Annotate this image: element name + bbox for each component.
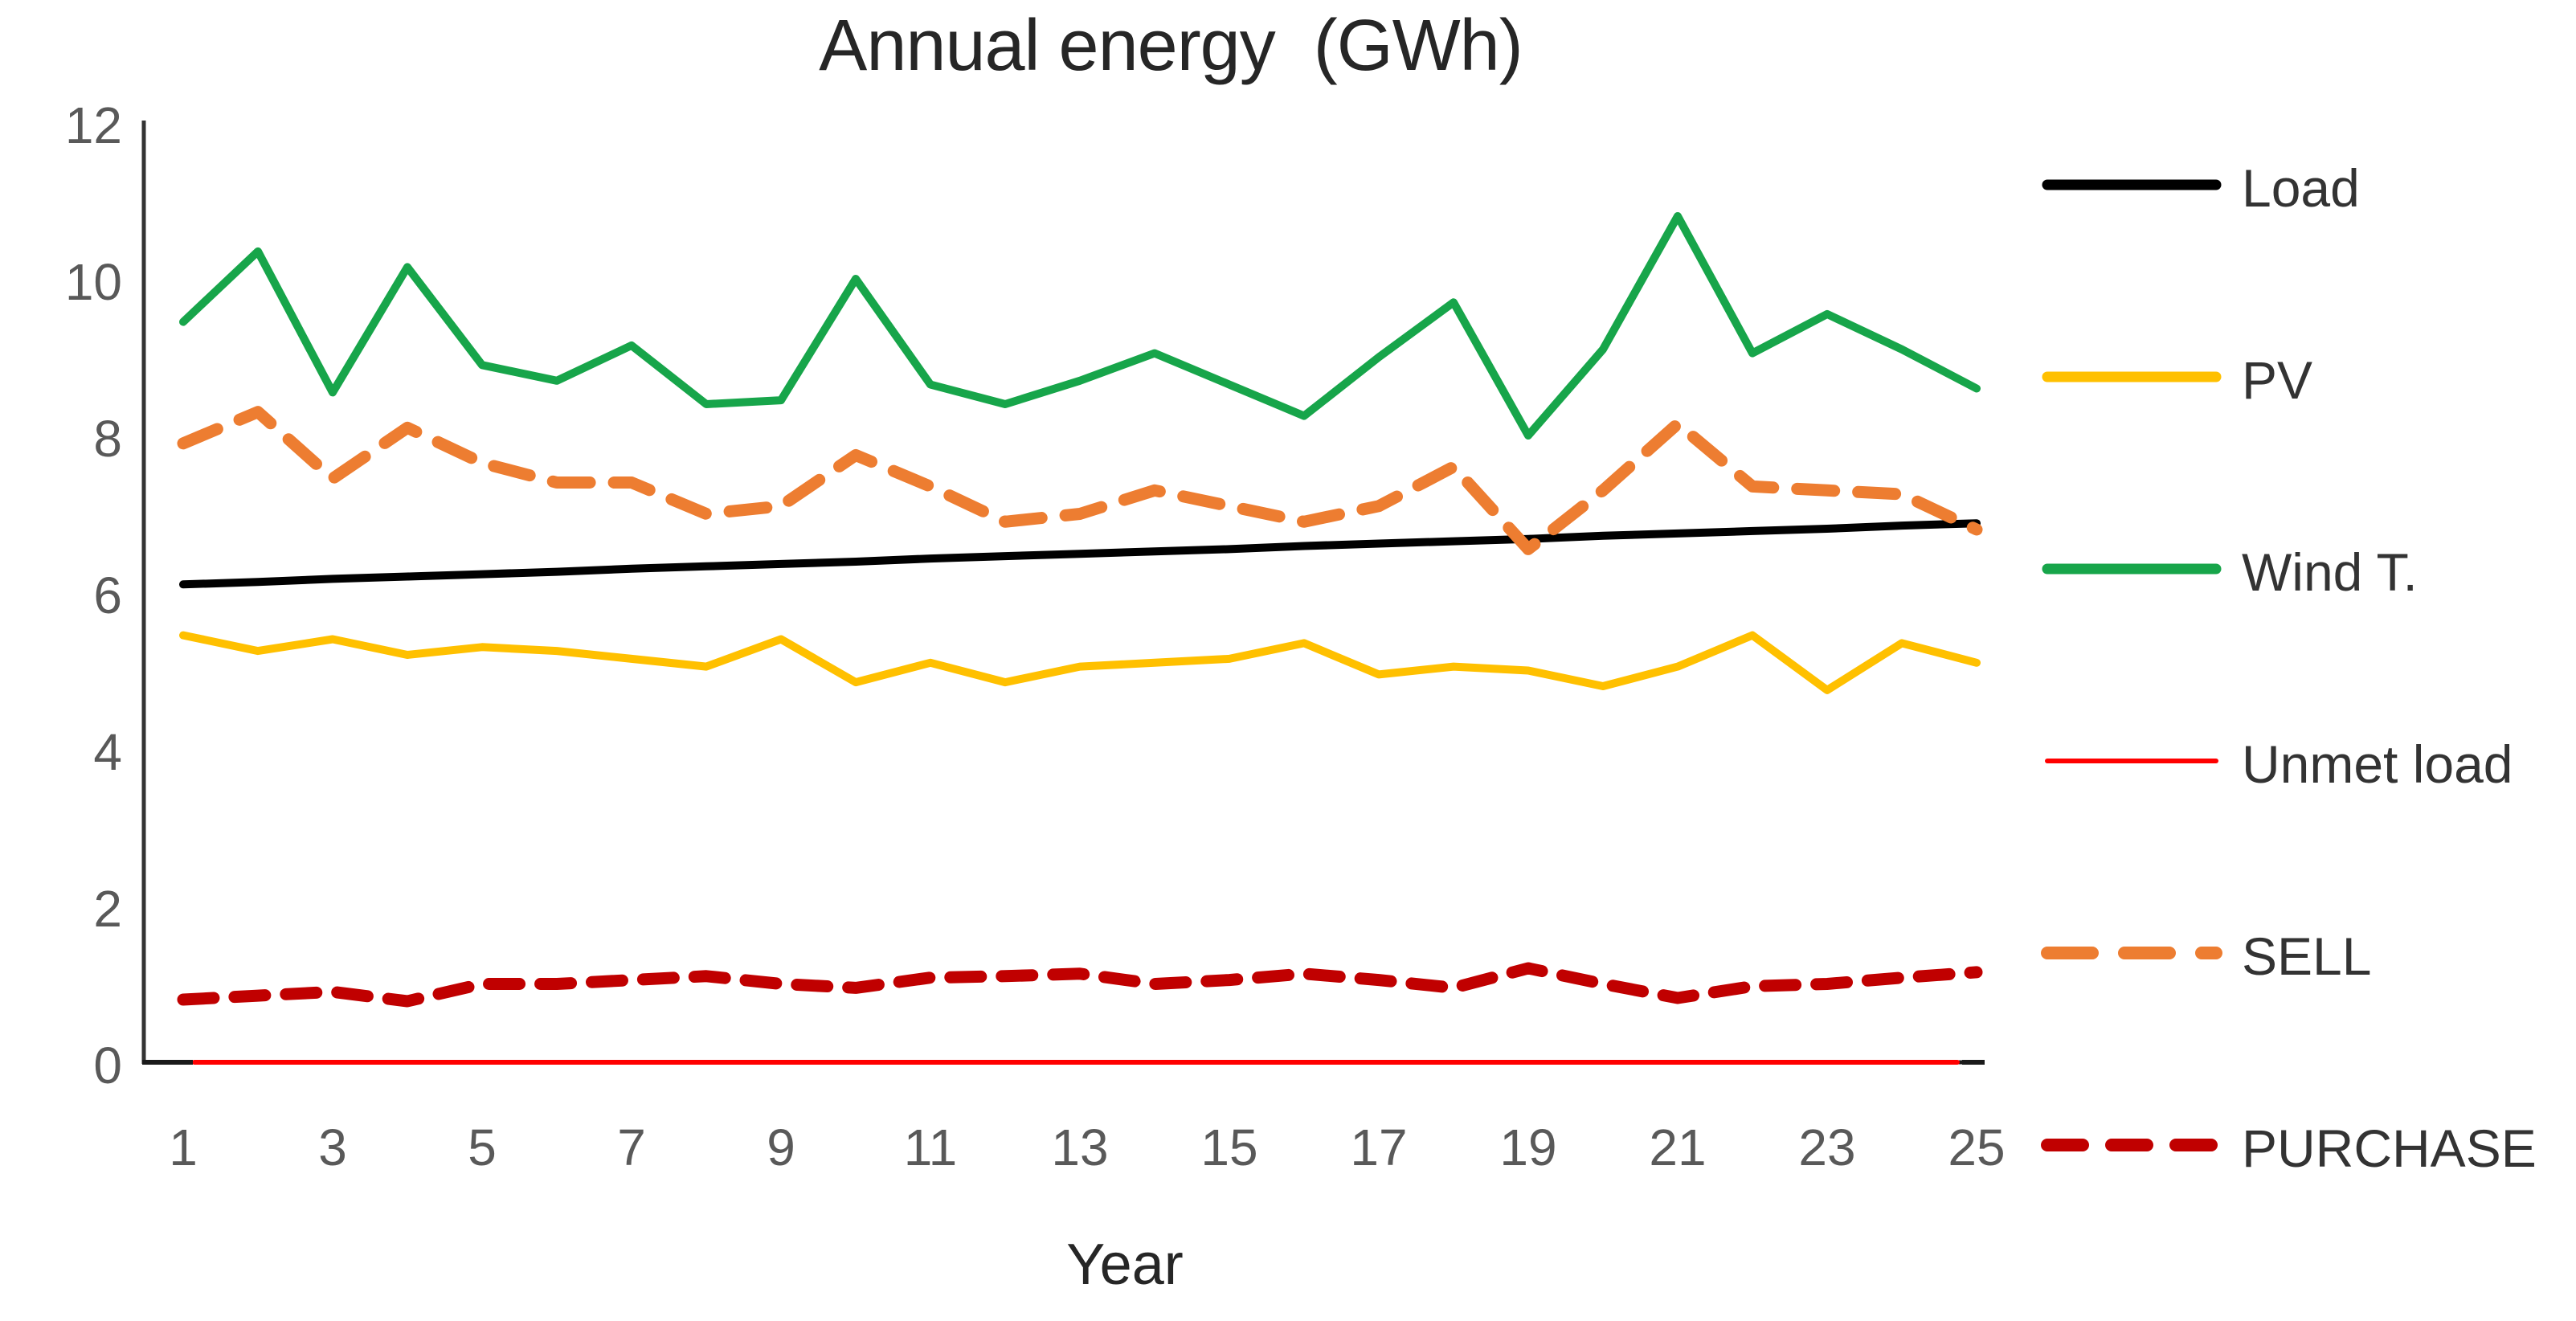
legend-label-unmet-load: Unmet load (2242, 734, 2513, 794)
y-tick-label: 4 (93, 723, 122, 781)
series-line-purchase (177, 962, 1983, 1008)
x-tick-label: 25 (1948, 1119, 2005, 1176)
x-tick-label: 9 (767, 1119, 795, 1176)
x-tick-label: 13 (1051, 1119, 1108, 1176)
chart-title: Annual energy (GWh) (819, 6, 1523, 86)
legend-label-pv: PV (2242, 350, 2312, 410)
series-line-pv (179, 631, 1981, 694)
y-tick-label: 10 (65, 253, 122, 311)
legend-label-wind-t: Wind T. (2242, 542, 2418, 602)
x-axis-title: Year (1066, 1233, 1184, 1297)
legend-label-load: Load (2242, 158, 2360, 218)
x-tick-label: 1 (169, 1119, 198, 1176)
legend-label-sell: SELL (2242, 926, 2371, 986)
series-line-sell (177, 406, 1983, 555)
y-tick-label: 0 (93, 1037, 122, 1094)
series-line-wind-t (179, 212, 1981, 440)
x-tick-label: 17 (1350, 1119, 1407, 1176)
x-tick-label: 19 (1499, 1119, 1556, 1176)
x-tick-label: 3 (318, 1119, 347, 1176)
x-tick-label: 21 (1649, 1119, 1706, 1176)
x-tick-label: 11 (904, 1119, 957, 1176)
y-tick-label: 8 (93, 410, 122, 468)
y-tick-label: 6 (93, 566, 122, 624)
x-tick-label: 15 (1200, 1119, 1257, 1176)
x-tick-label: 7 (617, 1119, 646, 1176)
x-tick-label: 5 (468, 1119, 497, 1176)
y-tick-label: 2 (93, 880, 122, 938)
x-tick-label: 23 (1798, 1119, 1855, 1176)
series-line-load (179, 519, 1981, 589)
legend-label-purchase: PURCHASE (2242, 1119, 2537, 1178)
y-tick-label: 12 (65, 96, 122, 154)
